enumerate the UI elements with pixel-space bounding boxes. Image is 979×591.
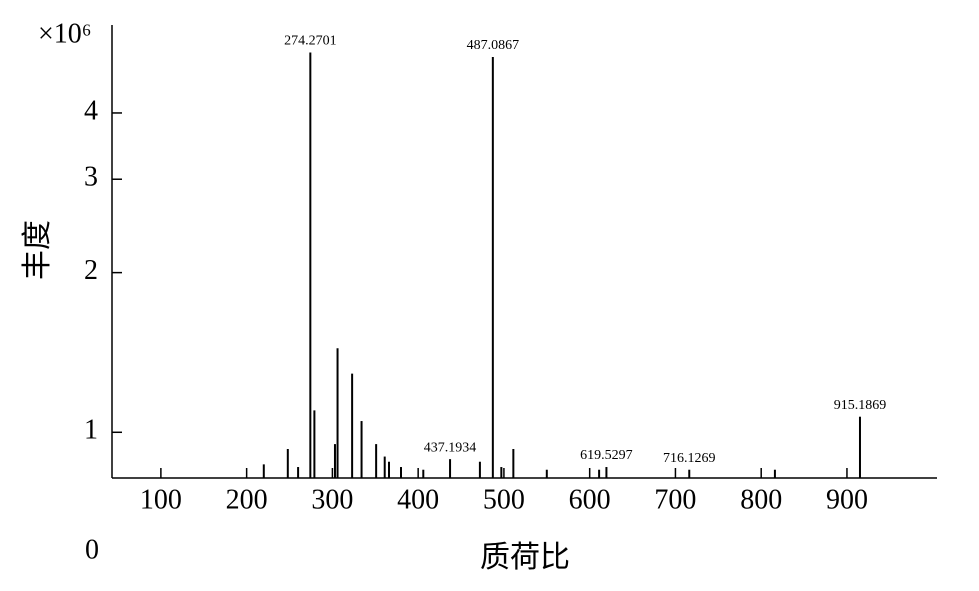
y-tick-label: 3 bbox=[84, 162, 98, 193]
x-tick-label: 300 bbox=[311, 484, 353, 515]
x-tick-label: 900 bbox=[826, 484, 868, 515]
peak-label: 274.2701 bbox=[284, 34, 337, 49]
y-tick-label: 4 bbox=[84, 95, 98, 126]
y-multiplier: ×10⁶ bbox=[38, 18, 92, 49]
x-tick-label: 800 bbox=[740, 484, 782, 515]
x-tick-label: 500 bbox=[483, 484, 525, 515]
x-tick-label: 100 bbox=[140, 484, 182, 515]
peak-label: 915.1869 bbox=[834, 398, 887, 413]
y-tick-label: 1 bbox=[84, 415, 98, 446]
peak-label: 716.1269 bbox=[663, 451, 716, 466]
origin-label: 0 bbox=[85, 534, 99, 565]
x-tick-label: 700 bbox=[654, 484, 696, 515]
x-tick-label: 400 bbox=[397, 484, 439, 515]
peak-label: 619.5297 bbox=[580, 448, 633, 463]
x-tick-label: 200 bbox=[226, 484, 268, 515]
x-axis-title: 质荷比 bbox=[480, 541, 570, 574]
y-axis-title: 丰度 bbox=[21, 220, 54, 280]
x-tick-label: 600 bbox=[569, 484, 611, 515]
peak-label: 487.0867 bbox=[467, 38, 520, 53]
y-tick-label: 2 bbox=[84, 255, 98, 286]
peak-label: 437.1934 bbox=[424, 440, 477, 455]
